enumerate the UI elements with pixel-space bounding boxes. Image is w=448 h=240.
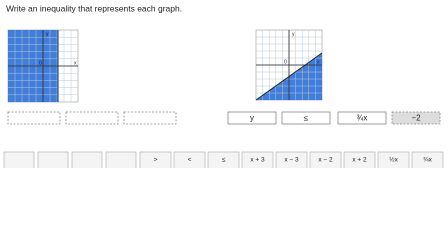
y-axis-label: y xyxy=(292,31,295,37)
origin-label: 0 xyxy=(284,59,287,65)
tile[interactable] xyxy=(139,151,172,168)
tile[interactable] xyxy=(241,151,274,168)
answer-slot[interactable] xyxy=(123,111,177,125)
instruction: Write an inequality that represents each… xyxy=(6,3,182,13)
answer-token: −2 xyxy=(411,114,421,123)
origin-label: 0 xyxy=(39,60,42,66)
tile-label: > xyxy=(154,157,158,164)
tile[interactable] xyxy=(411,151,444,168)
tile[interactable] xyxy=(173,151,206,168)
x-axis-label: x xyxy=(74,60,77,66)
tile-label: x + 2 xyxy=(352,157,367,164)
answer-slot[interactable] xyxy=(7,111,61,125)
answer-slot[interactable] xyxy=(281,111,331,125)
tile-label: ½x xyxy=(389,156,398,164)
answer-token: y xyxy=(250,114,254,123)
answer-slot[interactable] xyxy=(391,111,441,125)
graph-2: y x 0 xyxy=(255,29,323,101)
tile-label: ≤ xyxy=(222,157,226,164)
tile[interactable] xyxy=(309,151,342,168)
tile[interactable] xyxy=(3,151,35,168)
tile[interactable] xyxy=(377,151,410,168)
tile-label: x − 3 xyxy=(284,157,299,164)
tile-label: x − 2 xyxy=(318,157,333,164)
tile[interactable] xyxy=(37,151,69,168)
graph-1: y x 0 xyxy=(7,29,79,103)
answer-slot[interactable] xyxy=(337,111,387,125)
tile-label: < xyxy=(188,157,192,164)
tile[interactable] xyxy=(71,151,103,168)
x-axis-label: x xyxy=(317,59,320,65)
tile[interactable] xyxy=(105,151,137,168)
tile[interactable] xyxy=(275,151,308,168)
screen: Write an inequality that represents each… xyxy=(3,3,444,168)
tile-label: ¾x xyxy=(423,157,432,164)
y-axis-label: y xyxy=(46,31,49,37)
tile[interactable] xyxy=(207,151,240,168)
answer-token: ¾x xyxy=(357,114,368,123)
tile[interactable] xyxy=(343,151,376,168)
answer-token: ≤ xyxy=(304,114,309,123)
answer-slot[interactable] xyxy=(227,111,277,125)
tile-label: x + 3 xyxy=(250,157,265,164)
answer-slot[interactable] xyxy=(65,111,119,125)
